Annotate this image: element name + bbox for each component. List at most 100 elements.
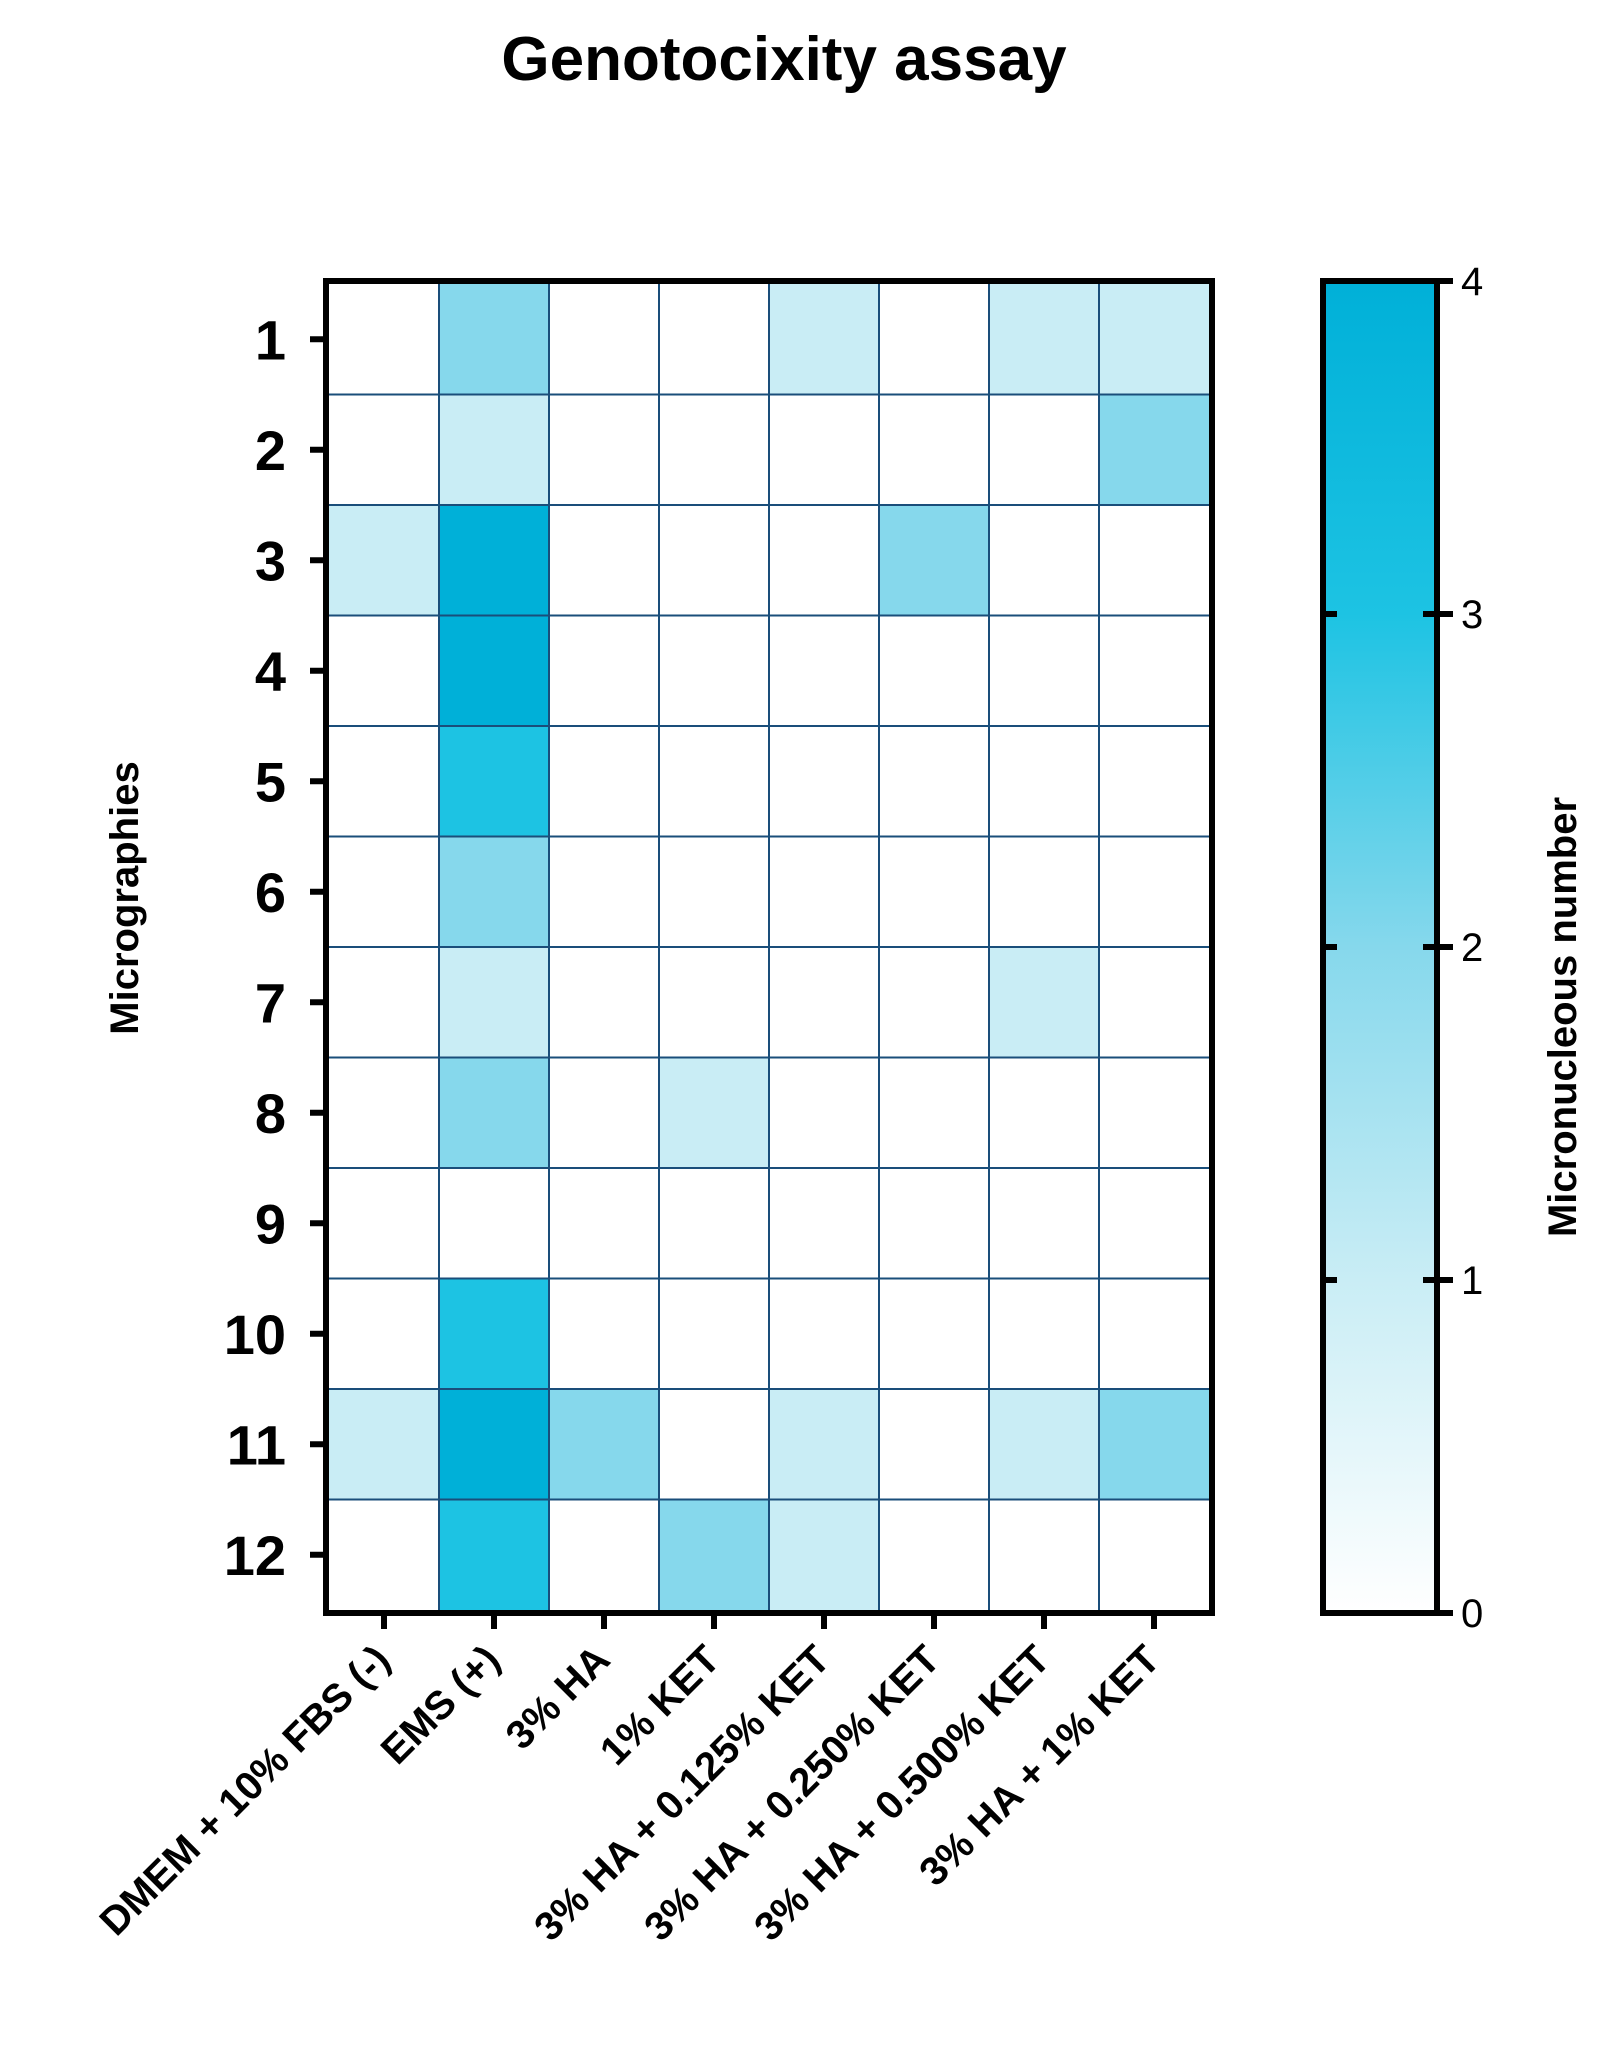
heatmap-cell xyxy=(329,284,439,395)
heatmap-cell xyxy=(659,947,769,1058)
x-tick-label: EMS (+) xyxy=(373,1637,509,1773)
chart-title: Genotocixity assay xyxy=(501,25,1067,94)
heatmap-cell xyxy=(1099,836,1209,947)
y-tick-label: 10 xyxy=(224,1303,286,1366)
heatmap-cell xyxy=(879,615,989,726)
heatmap-cell xyxy=(439,1389,549,1500)
heatmap-cell xyxy=(1099,1057,1209,1168)
heatmap-cell xyxy=(659,615,769,726)
heatmap-cell xyxy=(439,1057,549,1168)
heatmap-cell xyxy=(329,726,439,837)
heatmap-cell xyxy=(549,1499,659,1610)
heatmap-cell xyxy=(439,615,549,726)
heatmap-cell xyxy=(549,836,659,947)
heatmap-cell xyxy=(659,284,769,395)
heatmap-cell xyxy=(879,1499,989,1610)
heatmap-cell xyxy=(1099,615,1209,726)
heatmap-cell xyxy=(989,284,1099,395)
heatmap-cell xyxy=(769,1057,879,1168)
y-tick-label: 7 xyxy=(255,971,286,1034)
colorbar-tick-label: 4 xyxy=(1461,260,1483,304)
plot-frame xyxy=(323,278,1215,1616)
heatmap-cell xyxy=(769,836,879,947)
heatmap-cell xyxy=(439,726,549,837)
heatmap-cell xyxy=(659,394,769,505)
heatmap-cell xyxy=(549,394,659,505)
heatmap-cell xyxy=(329,1057,439,1168)
heatmap-cell xyxy=(439,1168,549,1279)
heatmap-cell xyxy=(769,505,879,616)
heatmap-cell xyxy=(1099,394,1209,505)
y-tick-label: 4 xyxy=(255,640,286,703)
heatmap-cell xyxy=(659,1389,769,1500)
heatmap-cell xyxy=(989,947,1099,1058)
heatmap-cell xyxy=(549,615,659,726)
heatmap-cell xyxy=(329,505,439,616)
y-axis-title: Micrographies xyxy=(103,761,147,1034)
heatmap-cell xyxy=(549,947,659,1058)
heatmap-cell xyxy=(879,836,989,947)
heatmap-cell xyxy=(989,726,1099,837)
heatmap-cell xyxy=(1099,1168,1209,1279)
y-tick-label: 3 xyxy=(255,529,286,592)
colorbar-tick-label: 1 xyxy=(1461,1259,1483,1303)
heatmap-cell xyxy=(1099,1389,1209,1500)
heatmap-cell xyxy=(439,284,549,395)
y-tick-label: 1 xyxy=(255,308,286,371)
y-tick-label: 6 xyxy=(255,861,286,924)
heatmap-cell xyxy=(879,1057,989,1168)
heatmap-cell xyxy=(659,726,769,837)
heatmap-cell xyxy=(989,1389,1099,1500)
heatmap-cell xyxy=(989,394,1099,505)
heatmap-cell xyxy=(989,1057,1099,1168)
y-tick-label: 9 xyxy=(255,1192,286,1255)
heatmap-cell xyxy=(1099,1499,1209,1610)
heatmap-cell xyxy=(879,947,989,1058)
heatmap-cell xyxy=(329,394,439,505)
heatmap-cell xyxy=(989,505,1099,616)
heatmap-cell xyxy=(439,1499,549,1610)
heatmap-cell xyxy=(659,1278,769,1389)
heatmap-cell xyxy=(879,726,989,837)
colorbar-title: Micronucleous number xyxy=(1541,797,1585,1237)
colorbar-tick-label: 2 xyxy=(1461,926,1483,970)
heatmap-cell xyxy=(329,1278,439,1389)
heatmap-cell xyxy=(1099,505,1209,616)
heatmap-cell xyxy=(989,836,1099,947)
heatmap-cell xyxy=(549,1057,659,1168)
heatmap-cell xyxy=(769,1168,879,1279)
colorbar-gradient xyxy=(1320,278,1440,1616)
heatmap-cell xyxy=(1099,284,1209,395)
heatmap-cell xyxy=(1099,947,1209,1058)
heatmap-cell xyxy=(329,615,439,726)
heatmap-cell xyxy=(439,1278,549,1389)
heatmap-cell xyxy=(329,836,439,947)
heatmap-cell xyxy=(1099,1278,1209,1389)
colorbar-tick-label: 0 xyxy=(1461,1592,1483,1636)
heatmap-cell xyxy=(769,947,879,1058)
heatmap-cell xyxy=(329,947,439,1058)
heatmap-cell xyxy=(769,394,879,505)
heatmap-cell xyxy=(769,726,879,837)
heatmap-cells xyxy=(329,284,1209,1610)
heatmap-cell xyxy=(769,1278,879,1389)
y-tick-label: 2 xyxy=(255,419,286,482)
heatmap-cell xyxy=(989,1499,1099,1610)
heatmap-cell xyxy=(879,1168,989,1279)
colorbar: 0 1 2 3 4 xyxy=(1320,260,1483,1636)
heatmap-cell xyxy=(989,615,1099,726)
heatmap-cell xyxy=(549,505,659,616)
y-tick-label: 12 xyxy=(224,1524,286,1587)
heatmap-cell xyxy=(769,615,879,726)
heatmap-cell xyxy=(439,505,549,616)
heatmap-cell xyxy=(769,1389,879,1500)
x-tick-label: DMEM + 10% FBS (-) xyxy=(91,1637,398,1944)
heatmap-cell xyxy=(329,1168,439,1279)
heatmap-cell xyxy=(439,947,549,1058)
heatmap-cell xyxy=(549,1278,659,1389)
heatmap-cell xyxy=(879,394,989,505)
heatmap-cell xyxy=(549,1168,659,1279)
